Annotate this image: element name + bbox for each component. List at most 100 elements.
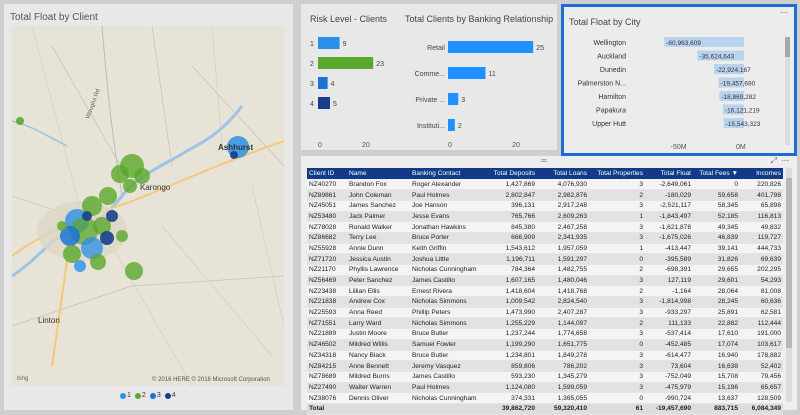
table-row[interactable]: NZ55928 Annie Dunn Keith Griffin 1,543,612 1… [307,243,783,255]
table-cell: 3 [589,350,645,362]
bing-logo: bing [17,376,29,382]
risk-level-chart[interactable]: Risk Level - Clients 1 9 2 23 3 4 4 5 0 20 [306,9,396,149]
table-row[interactable]: NZ21838 Andrew Cox Nicholas Simmons 1,009,5… [307,296,783,308]
float-by-city-visual[interactable]: ⋯ Total Float by City Wellington -60,963,… [561,4,797,156]
table-row[interactable]: NZ40270 Brandon Fox Roger Alexander 1,427,8… [307,179,783,191]
table-row[interactable]: NZ21170 Phyllis Lawrence Nicholas Cunningh… [307,264,783,276]
table-row[interactable]: NZ78689 Mildred Burns James Castillo 593,23… [307,371,783,383]
risk-bar[interactable] [318,77,328,89]
column-header[interactable]: Incomes [740,168,783,179]
focus-mode-icon[interactable]: ⤢ [770,156,777,165]
scroll-thumb[interactable] [786,178,792,348]
column-header[interactable]: Total Properties [589,168,645,179]
map-title: Total Float by Client [10,12,98,23]
bank-value-label: 11 [488,71,495,78]
table-cell: 666,909 [484,232,537,244]
table-cell: 178,882 [740,350,783,362]
table-cell: 111,133 [645,317,693,330]
column-header[interactable]: Name [347,168,410,179]
table-row[interactable]: NZ38076 Dennis Oliver Nicholas Cunningham 3… [307,392,783,404]
column-header[interactable]: Banking Contact [410,168,484,179]
table-cell: Phyllis Lawrence [347,264,410,276]
table-row[interactable]: NZ21889 Justin Moore Bruce Butler 1,237,244… [307,328,783,340]
table-cell: 1,365,055 [537,392,589,404]
table-row[interactable]: NZ46502 Mildred Willis Samuel Fowler 1,199,… [307,339,783,351]
table-cell: -698,391 [645,264,693,276]
city-scrollbar[interactable] [785,37,790,145]
table-row[interactable]: NZ27490 Walter Warren Paul Holmes 1,124,080… [307,382,783,394]
city-value-label: -19,457,690 [721,81,756,88]
risk-bar[interactable] [318,37,340,49]
city-bar[interactable] [719,91,744,101]
road [12,26,284,327]
column-header[interactable]: Client ID [307,168,347,179]
city-bar[interactable] [718,77,744,88]
bank-bar[interactable] [448,41,534,53]
table-cell: Keith Griffin [410,243,484,255]
table-cell: 79,456 [740,371,783,383]
table-row[interactable]: NZ56469 Peter Sanchez James Castillo 1,607,… [307,275,783,287]
table-row[interactable]: NZ45051 James Sanchez Joe Hanson 396,131 2,9… [307,200,783,212]
drag-handle-icon[interactable]: ═ [541,156,547,165]
city-bar[interactable] [714,64,744,74]
map-visual[interactable]: Total Float by Client [4,4,293,410]
table-cell: Jessica Austin [347,253,410,265]
risk-chart-svg: 1 9 2 23 3 4 4 5 0 20 [310,37,384,149]
scroll-thumb[interactable] [785,37,790,57]
map-canvas[interactable]: Ashhurst Karongo Linton Waughs Rd bing ©… [12,26,284,386]
table-cell: 1,345,279 [537,371,589,383]
table-row[interactable]: NZ25593 Anna Reed Phillip Peters 1,473,990 2… [307,307,783,319]
table-cell: Annie Dunn [347,243,410,255]
table-row[interactable]: NZ53480 Jack Palmer Jesse Evans 765,766 2,60… [307,211,783,223]
legend-item-4[interactable]: 4 [164,392,176,399]
bank-bar[interactable] [448,119,455,131]
table-row[interactable]: NZ86682 Terry Lee Bruce Porter 666,909 2,341… [307,232,783,244]
legend-item-3[interactable]: 3 [149,392,161,399]
table-cell: 2 [589,285,645,298]
table-cell: 17,074 [693,339,740,351]
table-row[interactable]: NZ78028 Ronald Walker Jonathan Hawkins 845,… [307,221,783,233]
legend-item-1[interactable]: 1 [120,392,131,399]
map-label-karongo: Karongo [140,183,171,192]
table-scrollbar[interactable] [786,168,792,402]
table-row[interactable]: NZ34318 Nancy Black Bruce Butler 1,234,801 1… [307,350,783,362]
city-category-label: Auckland [597,54,626,61]
table-cell: 2,609,263 [537,211,589,223]
risk-bar[interactable] [318,97,330,109]
city-bar[interactable] [723,118,744,128]
city-value-label: -15,543,323 [726,121,761,128]
more-options-icon[interactable]: ⋯ [780,8,788,17]
city-bar[interactable] [697,50,744,61]
legend-item-2[interactable]: 2 [134,392,146,399]
table-cell: NZ56469 [307,275,347,287]
table-cell: 1,144,097 [537,317,589,330]
table-row[interactable]: NZ71720 Jessica Austin Joshua Little 1,196,… [307,253,783,265]
column-header[interactable]: Total Deposits [484,168,537,179]
table-cell: Nicholas Simmons [410,317,484,330]
bank-tick-label: 0 [448,142,452,149]
city-bar[interactable] [722,104,744,115]
column-header[interactable]: Total Loans [537,168,589,179]
bank-bar[interactable] [448,67,486,79]
table-row[interactable]: NZ71551 Larry Ward Nicholas Simmons 1,255,2… [307,317,783,330]
table-cell: 1,591,297 [537,253,589,265]
table-cell: 1 [589,243,645,255]
city-bar[interactable] [664,37,744,47]
city-chart-title: Total Float by City [569,17,641,27]
table-cell: 1,849,278 [537,350,589,362]
risk-bar[interactable] [318,57,374,69]
map-bubbles[interactable] [16,117,249,280]
table-cell: 845,380 [484,221,537,233]
column-header[interactable]: Total Fees ▼ [693,168,740,179]
banking-relationship-chart[interactable]: Total Clients by Banking Relationship Re… [401,9,553,149]
table-cell: NZ21889 [307,328,347,340]
table-row[interactable]: NZ89861 John Coleman Paul Holmes 2,802,847 2… [307,189,783,201]
table-cell: 401,798 [740,189,783,201]
table-row[interactable]: NZ23438 Lillian Ellis Ernest Rivera 1,418,6… [307,285,783,298]
table-row[interactable]: NZ84215 Anne Bennett Jeremy Vasquez 859,806… [307,360,783,372]
table-cell: 52,402 [740,360,783,372]
client-table-visual[interactable]: ═ ⤢ ⋯ Client ID Name Banking Contact Total … [301,156,797,415]
more-options-icon[interactable]: ⋯ [781,156,789,165]
column-header[interactable]: Total Float [645,168,693,179]
bank-bar[interactable] [448,93,459,105]
